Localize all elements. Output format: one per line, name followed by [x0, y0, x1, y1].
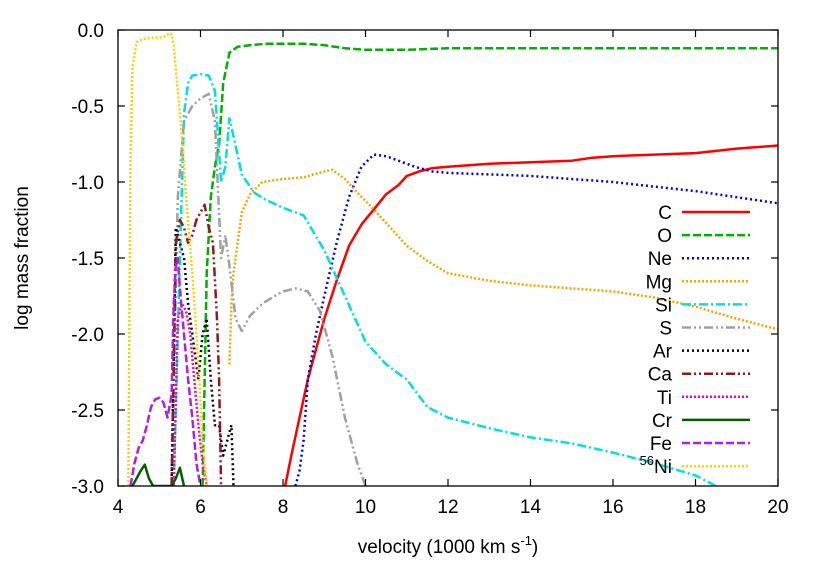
- legend-label-cr: Cr: [652, 411, 673, 432]
- legend-label-si: Si: [655, 295, 672, 316]
- legend-label-mg: Mg: [646, 272, 672, 293]
- y-tick-label: -3.0: [71, 477, 104, 498]
- legend-label-fe: Fe: [650, 434, 672, 455]
- series-line-mg: [228, 168, 778, 365]
- x-tick-label: 6: [195, 497, 206, 518]
- series-line-cr: [131, 463, 186, 486]
- y-tick-label: -2.0: [71, 325, 104, 346]
- series-layer: [127, 31, 778, 486]
- legend-label-sup: 56: [640, 453, 654, 468]
- x-axis-label-main: velocity (1000 km s: [358, 537, 521, 558]
- legend-label-ar: Ar: [653, 342, 673, 363]
- series-line-56ni: [127, 31, 208, 486]
- x-tick-label: 20: [767, 497, 788, 518]
- series-line-s: [170, 92, 367, 486]
- y-tick-label: -2.5: [71, 401, 104, 422]
- legend-label-o: O: [657, 226, 672, 247]
- series-line-si: [172, 72, 717, 486]
- y-tick-label: -0.5: [71, 97, 104, 118]
- x-axis-label-sup: -1: [520, 533, 532, 548]
- series-line-ne: [294, 153, 778, 486]
- x-axis-label-close: ): [532, 537, 538, 558]
- legend-label-ca: Ca: [648, 365, 673, 386]
- legend-label-s: S: [659, 319, 672, 340]
- y-tick-label: -1.5: [71, 249, 104, 270]
- legend-label-c: C: [658, 203, 672, 224]
- x-tick-label: 10: [355, 497, 376, 518]
- legend-label-ne: Ne: [648, 249, 672, 270]
- series-line-c: [283, 144, 778, 486]
- x-tick-label: 12: [437, 497, 458, 518]
- legend-label-base: Ni: [654, 457, 672, 478]
- x-tick-label: 8: [278, 497, 289, 518]
- legend-label-ti: Ti: [657, 388, 672, 409]
- series-line-ti: [172, 302, 208, 486]
- legend-label-56ni: 56Ni: [640, 453, 672, 478]
- x-axis-label: velocity (1000 km s-1): [358, 533, 539, 558]
- series-line-fe: [129, 256, 202, 486]
- ticks-layer: 4 6 8 10 12 14 16 18 20 0.0 -0.5 -1.0 -1.5 -2.0 -2.5 -3…: [71, 21, 788, 518]
- x-tick-label: 18: [685, 497, 706, 518]
- x-tick-label: 16: [602, 497, 623, 518]
- series-line-ca: [170, 203, 223, 486]
- y-axis-label: log mass fraction: [12, 186, 33, 330]
- x-tick-label: 14: [520, 497, 542, 518]
- x-tick-label: 4: [113, 497, 124, 518]
- series-line-ar: [170, 226, 235, 486]
- y-tick-label: 0.0: [78, 21, 104, 42]
- y-tick-label: -1.0: [71, 173, 104, 194]
